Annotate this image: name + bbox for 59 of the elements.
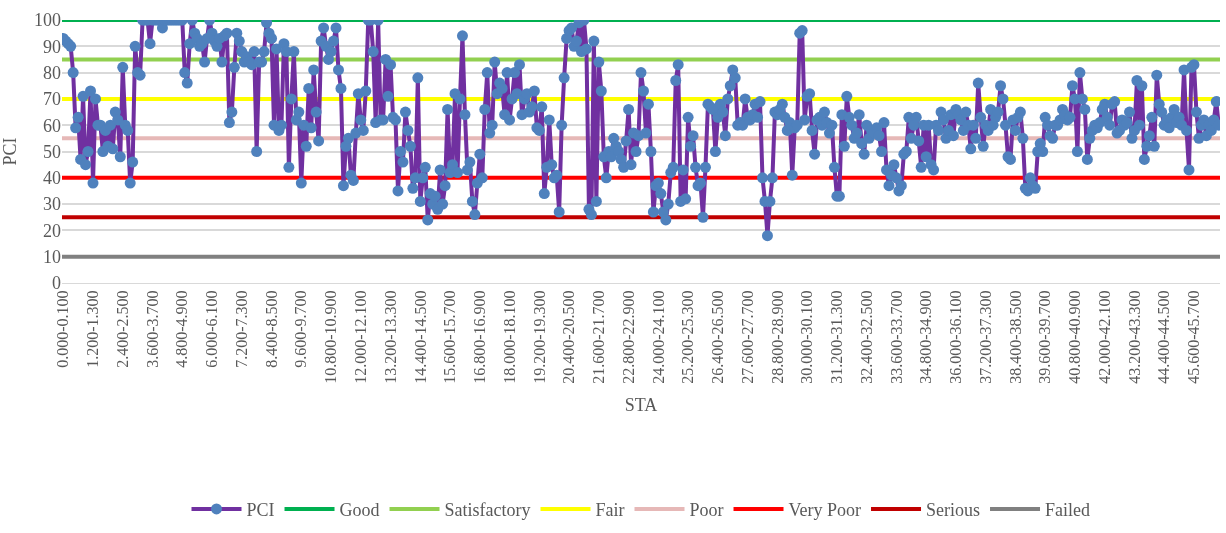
legend-label: Very Poor	[788, 499, 862, 520]
x-tick-label: 22.800-22.900	[619, 290, 637, 384]
x-tick-label: 39.600-39.700	[1036, 290, 1054, 384]
x-tick-label: 7.200-7.300	[232, 290, 250, 368]
y-tick-label: 60	[43, 115, 61, 136]
x-tick-label: 8.400-8.500	[262, 290, 280, 368]
x-tick-label: 13.200-13.300	[381, 290, 399, 384]
x-tick-label: 26.400-26.500	[709, 290, 727, 384]
x-axis-title: STA	[624, 394, 658, 415]
x-tick-label: 1.200-1.300	[84, 290, 102, 368]
x-tick-label: 27.600-27.700	[738, 290, 756, 384]
x-tick-label: 14.400-14.500	[411, 290, 429, 384]
x-tick-label: 6.000-6.100	[203, 290, 221, 368]
x-tick-label: 0.000-0.100	[54, 290, 72, 368]
x-tick-label: 44.400-44.500	[1155, 290, 1173, 384]
x-tick-label: 31.200-31.300	[828, 290, 846, 384]
x-tick-label: 10.800-10.900	[322, 290, 340, 384]
x-tick-label: 42.000-42.100	[1095, 290, 1113, 384]
legend-label: Failed	[1045, 499, 1091, 520]
x-tick-label: 3.600-3.700	[143, 290, 161, 368]
x-tick-label: 2.400-2.500	[113, 290, 131, 368]
x-tick-label: 38.400-38.500	[1006, 290, 1024, 384]
x-tick-label: 15.600-15.700	[441, 290, 459, 384]
y-tick-label: 50	[43, 141, 61, 162]
x-tick-label: 32.400-32.500	[857, 290, 875, 384]
legend-label: Fair	[595, 499, 625, 520]
x-tick-label: 30.000-30.100	[798, 290, 816, 384]
y-tick-label: 40	[43, 168, 61, 189]
y-tick-label: 10	[43, 247, 61, 267]
x-tick-label: 43.200-43.300	[1125, 290, 1143, 384]
x-tick-label: 28.800-28.900	[768, 290, 786, 384]
x-tick-label: 18.000-18.100	[500, 290, 518, 384]
legend-label: Satisfactory	[444, 499, 531, 520]
x-tick-label: 45.600-45.700	[1185, 290, 1203, 384]
y-tick-label: 90	[43, 36, 61, 57]
x-tick-label: 24.000-24.100	[649, 290, 667, 384]
y-tick-label: 100	[34, 10, 61, 31]
x-tick-label: 37.200-37.300	[976, 290, 994, 384]
x-tick-label: 9.600-9.700	[292, 290, 310, 368]
y-tick-label: 70	[43, 89, 61, 110]
x-tick-label: 4.800-4.900	[173, 290, 191, 368]
x-tick-label: 12.000-12.100	[352, 290, 369, 384]
legend-label: Good	[339, 499, 380, 520]
x-tick-label: 16.800-16.900	[471, 290, 489, 384]
legend-label: Poor	[689, 499, 724, 520]
x-tick-label: 36.000-36.100	[947, 290, 965, 384]
x-tick-label: 40.800-40.900	[1066, 290, 1084, 384]
legend-label: PCI	[246, 499, 275, 520]
legend-label: Serious	[926, 499, 981, 520]
x-tick-label: 33.600-33.700	[887, 290, 905, 384]
y-tick-label: 20	[43, 220, 61, 241]
y-tick-label: 80	[43, 62, 61, 83]
y-tick-label: 30	[43, 194, 61, 215]
x-tick-label: 20.400-20.500	[560, 290, 578, 384]
x-tick-label: 21.600-21.700	[590, 290, 608, 384]
x-tick-label: 19.200-19.300	[530, 290, 548, 384]
y-axis-title: PCI	[0, 137, 20, 166]
x-tick-label: 34.800-34.900	[917, 290, 935, 384]
x-tick-label: 25.200-25.300	[679, 290, 697, 384]
